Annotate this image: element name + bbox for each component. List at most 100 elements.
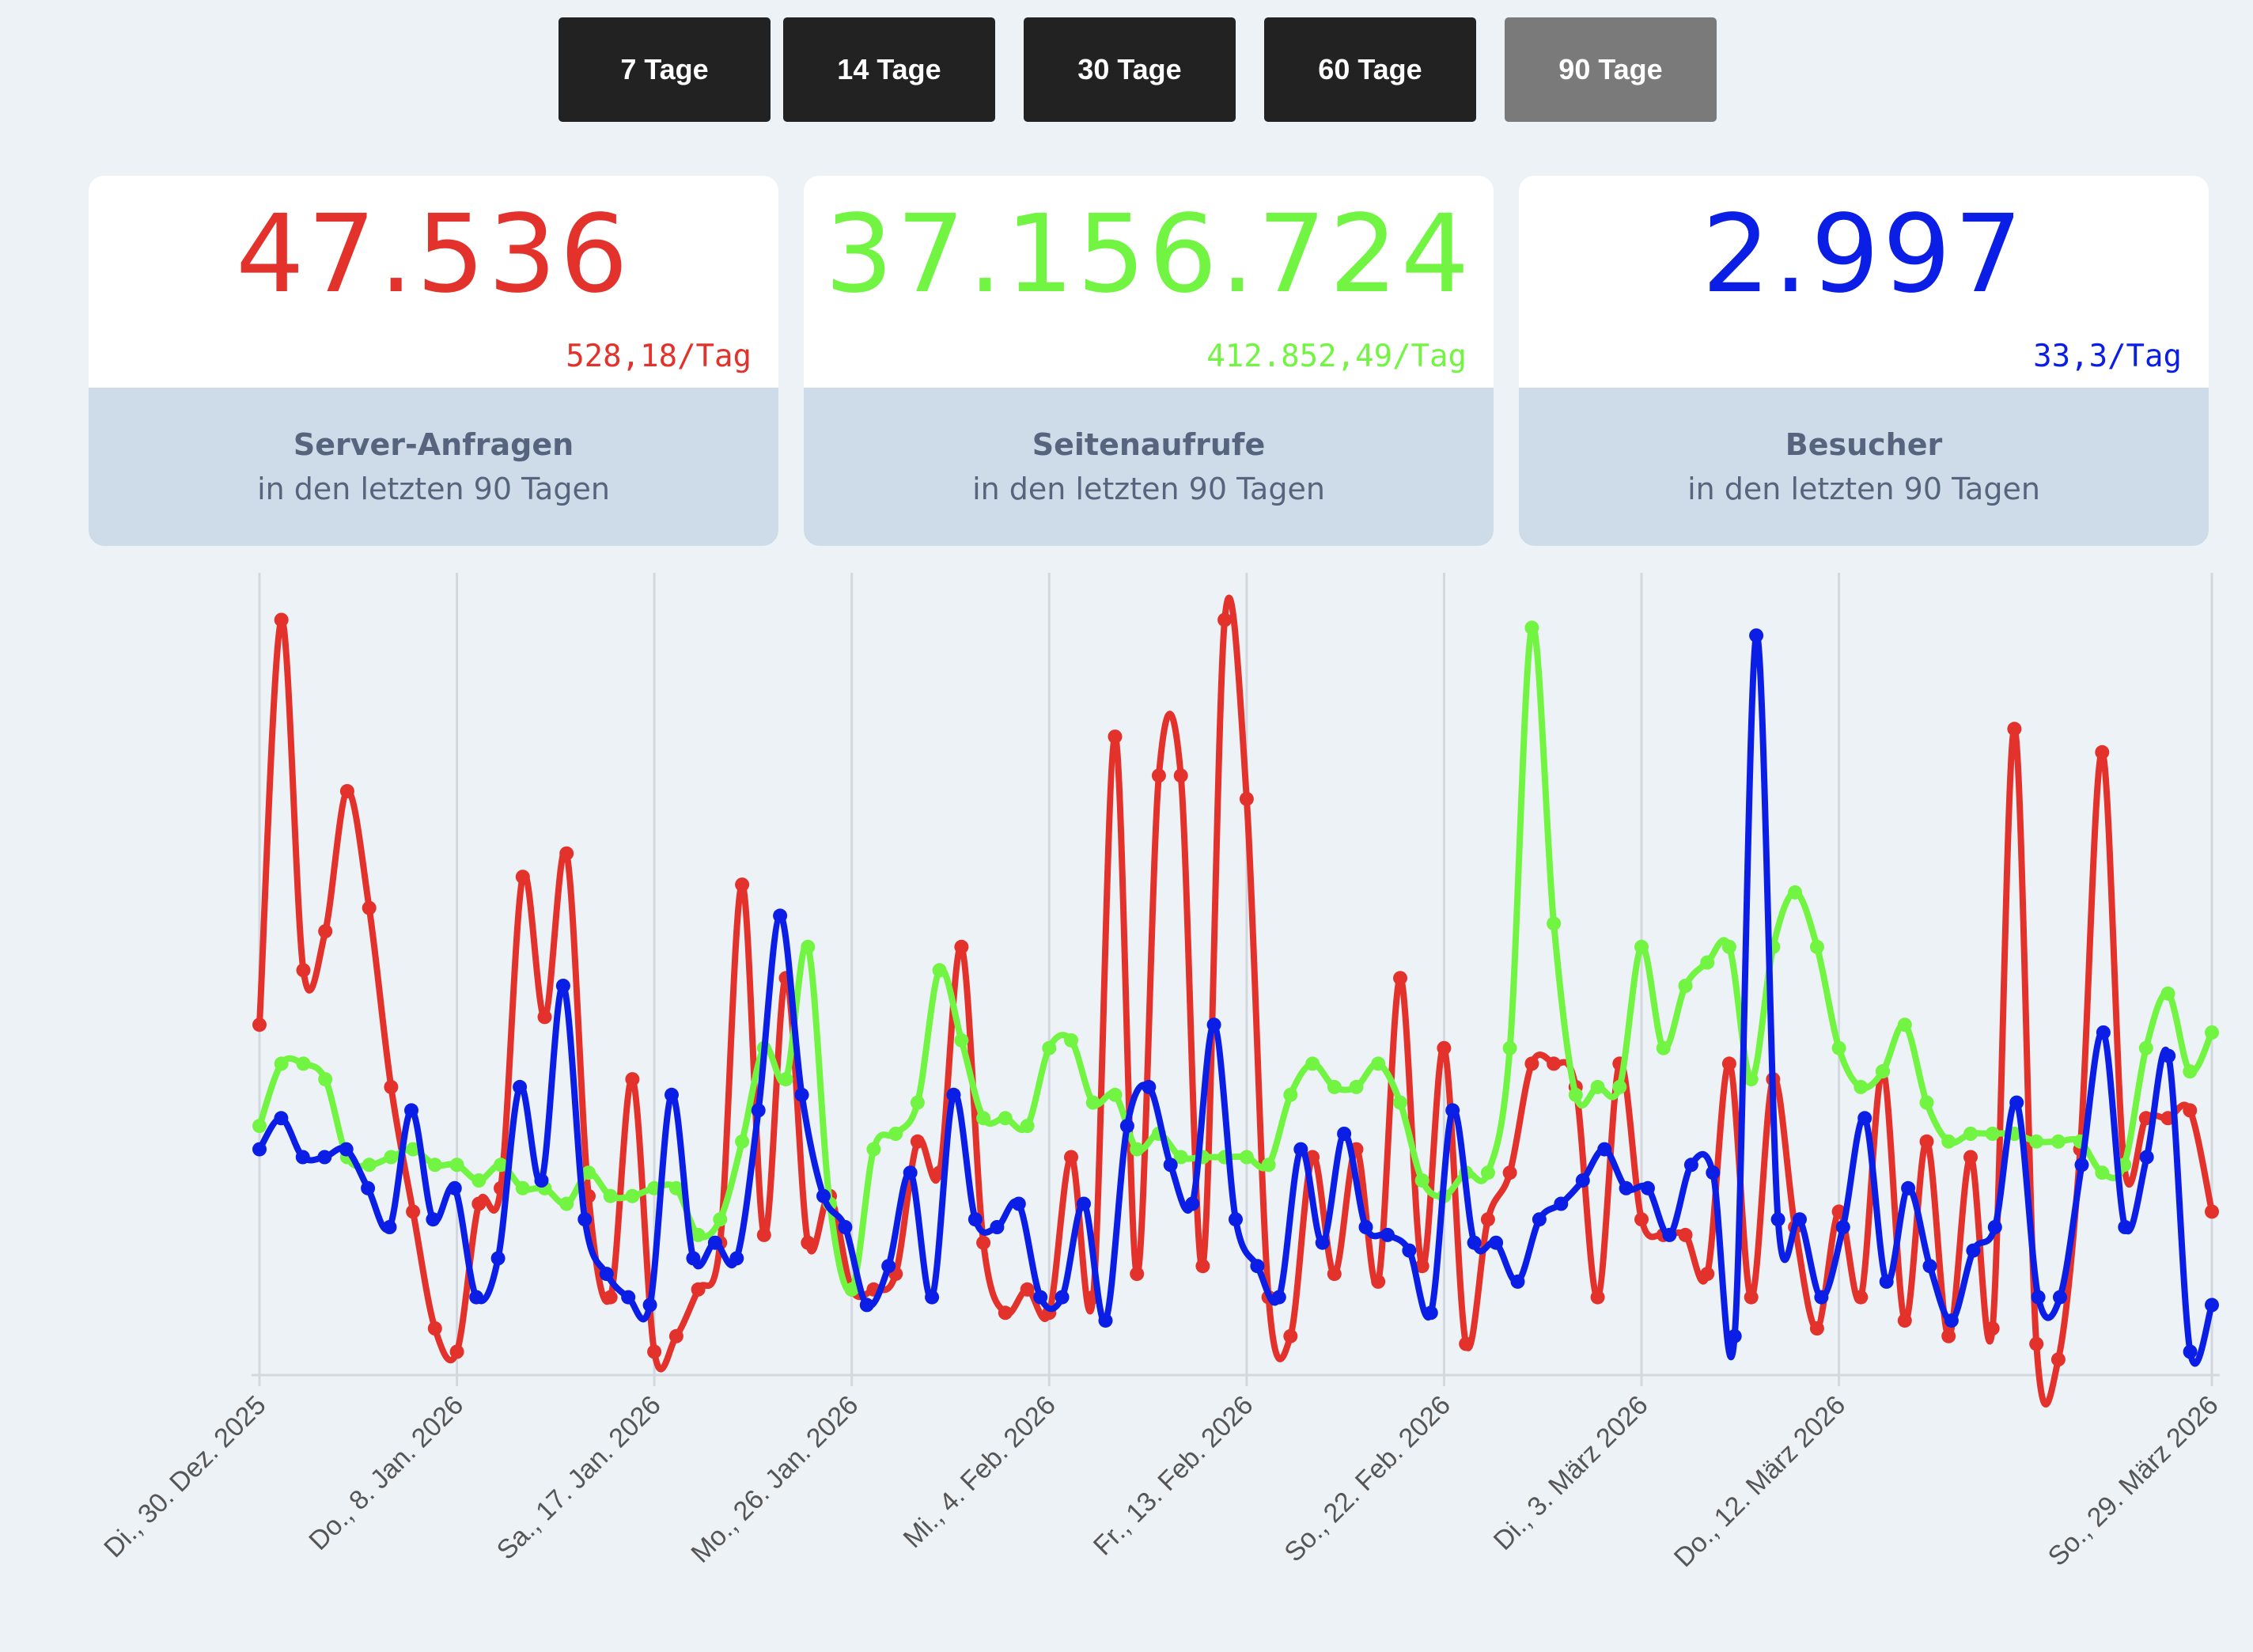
data-point <box>1941 1328 1956 1343</box>
data-point <box>954 939 969 954</box>
data-point <box>1700 955 1715 970</box>
data-point <box>1793 1212 1807 1227</box>
data-point <box>1922 1259 1937 1274</box>
data-point <box>844 1282 859 1297</box>
data-point <box>1327 1267 1342 1282</box>
data-point <box>447 1180 462 1195</box>
data-point <box>2096 1025 2111 1040</box>
data-point <box>967 1212 983 1227</box>
data-point <box>537 1010 552 1025</box>
data-point <box>1641 1180 1655 1195</box>
data-point <box>1575 1173 1590 1188</box>
data-point <box>1064 1150 1078 1165</box>
data-point <box>1788 885 1803 900</box>
data-point <box>1944 1313 1959 1328</box>
stat-per-day: 33,3/Tag <box>2033 339 2182 374</box>
data-point <box>1229 1212 1243 1227</box>
data-point <box>2029 1336 2044 1351</box>
data-point <box>2007 722 2022 737</box>
x-tick-label: Sa., 17. Jan. 2026 <box>491 1390 667 1566</box>
data-point <box>1897 1017 1912 1032</box>
data-point <box>1185 1196 1200 1211</box>
data-point <box>1619 1180 1634 1195</box>
data-point <box>1770 1212 1785 1227</box>
data-point <box>925 1290 940 1305</box>
stat-subtitle: in den letzten 90 Tagen <box>257 472 610 506</box>
data-point <box>1597 1142 1612 1157</box>
data-point <box>1423 1305 1438 1320</box>
data-point <box>976 1111 991 1126</box>
data-point <box>2205 1298 2219 1313</box>
data-point <box>406 1204 421 1219</box>
data-point <box>494 1158 508 1173</box>
data-point <box>1402 1243 1417 1258</box>
data-point <box>954 1032 969 1048</box>
stat-card-visitors: 2.997 33,3/Tag Besucher in den letzten 9… <box>1519 176 2209 546</box>
data-point <box>339 784 354 798</box>
data-point <box>990 1220 1005 1234</box>
data-point <box>1547 1056 1562 1071</box>
data-point <box>707 1235 722 1250</box>
data-point <box>1700 1267 1715 1282</box>
x-tick-label: So., 29. März 2026 <box>2043 1390 2225 1572</box>
data-point <box>1305 1056 1320 1071</box>
data-point <box>1283 1328 1298 1343</box>
data-point <box>252 1119 267 1134</box>
data-point <box>903 1165 918 1180</box>
data-point <box>1919 1134 1934 1149</box>
data-point <box>1371 1056 1386 1071</box>
data-point <box>1744 1072 1759 1087</box>
data-point <box>361 1180 376 1195</box>
data-point <box>2183 1344 2198 1359</box>
stat-title: Server-Anfragen <box>293 427 574 462</box>
data-point <box>1966 1243 1981 1258</box>
data-point <box>838 1220 853 1234</box>
range-button-90-tage[interactable]: 90 Tage <box>1505 17 1717 122</box>
data-point <box>756 1227 771 1242</box>
data-point <box>1963 1150 1978 1165</box>
x-tick-label: Mi., 4. Feb. 2026 <box>898 1390 1062 1554</box>
range-button-14-tage[interactable]: 14 Tage <box>783 17 995 122</box>
data-point <box>2205 1025 2219 1040</box>
data-point <box>406 1142 421 1157</box>
data-point <box>1459 1336 1474 1351</box>
data-point <box>2050 1352 2066 1367</box>
data-point <box>686 1251 701 1266</box>
data-point <box>691 1282 706 1297</box>
data-point <box>1857 1111 1872 1126</box>
data-point <box>1502 1165 1517 1180</box>
data-point <box>1206 1017 1221 1032</box>
data-point <box>362 900 377 915</box>
data-point <box>2205 1204 2219 1219</box>
data-point <box>2095 1165 2110 1180</box>
data-point <box>1480 1212 1495 1227</box>
data-point <box>1119 1119 1134 1134</box>
range-button-60-tage[interactable]: 60 Tage <box>1264 17 1476 122</box>
data-point <box>1064 1032 1078 1048</box>
data-point <box>1634 1212 1649 1227</box>
data-point <box>1941 1134 1956 1149</box>
data-point <box>1854 1290 1869 1305</box>
range-button-7-tage[interactable]: 7 Tage <box>559 17 771 122</box>
x-tick-label: Do., 8. Jan. 2026 <box>303 1390 469 1556</box>
stat-subtitle: in den letzten 90 Tagen <box>1687 472 2040 506</box>
data-point <box>295 1150 310 1165</box>
data-point <box>469 1290 484 1305</box>
data-point <box>2009 1095 2024 1110</box>
data-point <box>559 846 574 861</box>
data-point <box>625 1188 640 1203</box>
data-point <box>1634 939 1649 954</box>
data-point <box>1393 1095 1407 1110</box>
data-point <box>1293 1142 1308 1157</box>
data-point <box>665 1087 679 1102</box>
range-button-30-tage[interactable]: 30 Tage <box>1024 17 1236 122</box>
data-point <box>816 1188 831 1203</box>
data-point <box>1358 1220 1373 1234</box>
data-point <box>1590 1290 1605 1305</box>
data-point <box>1380 1227 1395 1242</box>
data-point <box>1854 1079 1869 1094</box>
data-point <box>1985 1127 2000 1141</box>
data-point <box>998 1111 1013 1126</box>
data-point <box>1502 1040 1517 1055</box>
data-point <box>773 908 788 923</box>
